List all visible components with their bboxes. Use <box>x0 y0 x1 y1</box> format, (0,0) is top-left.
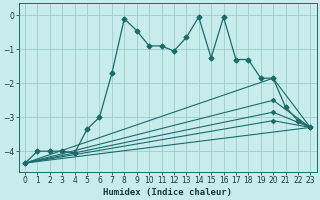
X-axis label: Humidex (Indice chaleur): Humidex (Indice chaleur) <box>103 188 232 197</box>
